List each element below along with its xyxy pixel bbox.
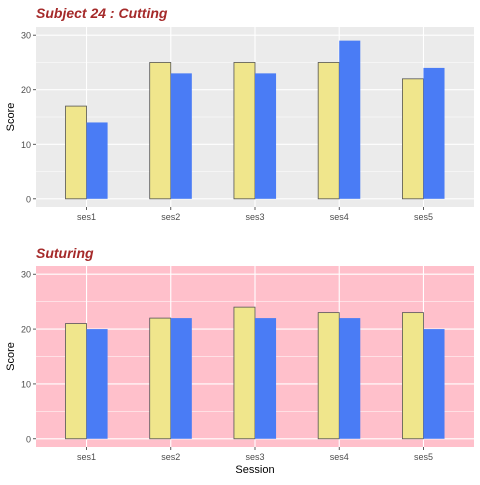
x-tick-label: ses2 [161,212,180,222]
x-tick-label: ses2 [161,452,180,462]
bar-series-1 [149,62,172,200]
x-tick-label: ses4 [330,452,349,462]
bar-series-1 [233,306,256,440]
bar-series-1 [402,78,424,200]
x-tick-label: ses3 [245,452,264,462]
bar-series-2 [423,67,445,199]
bar-series-2 [86,329,108,439]
chart-title: Suturing [36,245,94,261]
bar-series-2 [423,329,445,439]
x-tick-label: ses1 [77,212,96,222]
y-tick-label: 20 [21,85,31,95]
bar-series-2 [255,73,277,199]
x-tick-label: ses3 [245,212,264,222]
bar-series-2 [339,318,361,439]
y-tick-label: 20 [21,325,31,335]
x-tick-label: ses5 [414,452,433,462]
y-axis-label: Score [5,103,17,132]
y-tick-label: 30 [21,270,31,280]
chart-title: Subject 24 : Cutting [36,5,168,21]
y-tick-label: 10 [21,140,31,150]
bar-series-1 [317,62,340,200]
bar-series-1 [65,105,87,200]
y-tick-label: 0 [26,434,31,444]
bar-series-1 [65,323,87,440]
bar-series-2 [255,318,277,439]
bar-series-2 [86,122,108,199]
bar-series-2 [170,73,192,199]
bar-series-1 [402,312,424,440]
chart-panel-1: 0 10 20 30 ses1 ses2 ses3 ses4 ses5 Score Subject … [5,5,474,222]
y-axis-label: Score [5,342,17,371]
x-axis-label: Session [235,464,274,476]
chart-panel-2: 0 10 20 30 ses1 ses2 ses3 ses4 ses5 Score Suturing… [5,245,474,476]
y-tick-label: 30 [21,31,31,41]
y-tick-label: 0 [26,194,31,204]
x-tick-label: ses4 [330,212,349,222]
bar-series-1 [149,317,172,440]
bar-series-2 [339,40,361,199]
x-tick-label: ses1 [77,452,96,462]
bar-series-1 [233,62,256,200]
x-tick-label: ses5 [414,212,433,222]
y-tick-label: 10 [21,379,31,389]
bar-series-2 [170,318,192,439]
bar-series-1 [317,312,340,440]
